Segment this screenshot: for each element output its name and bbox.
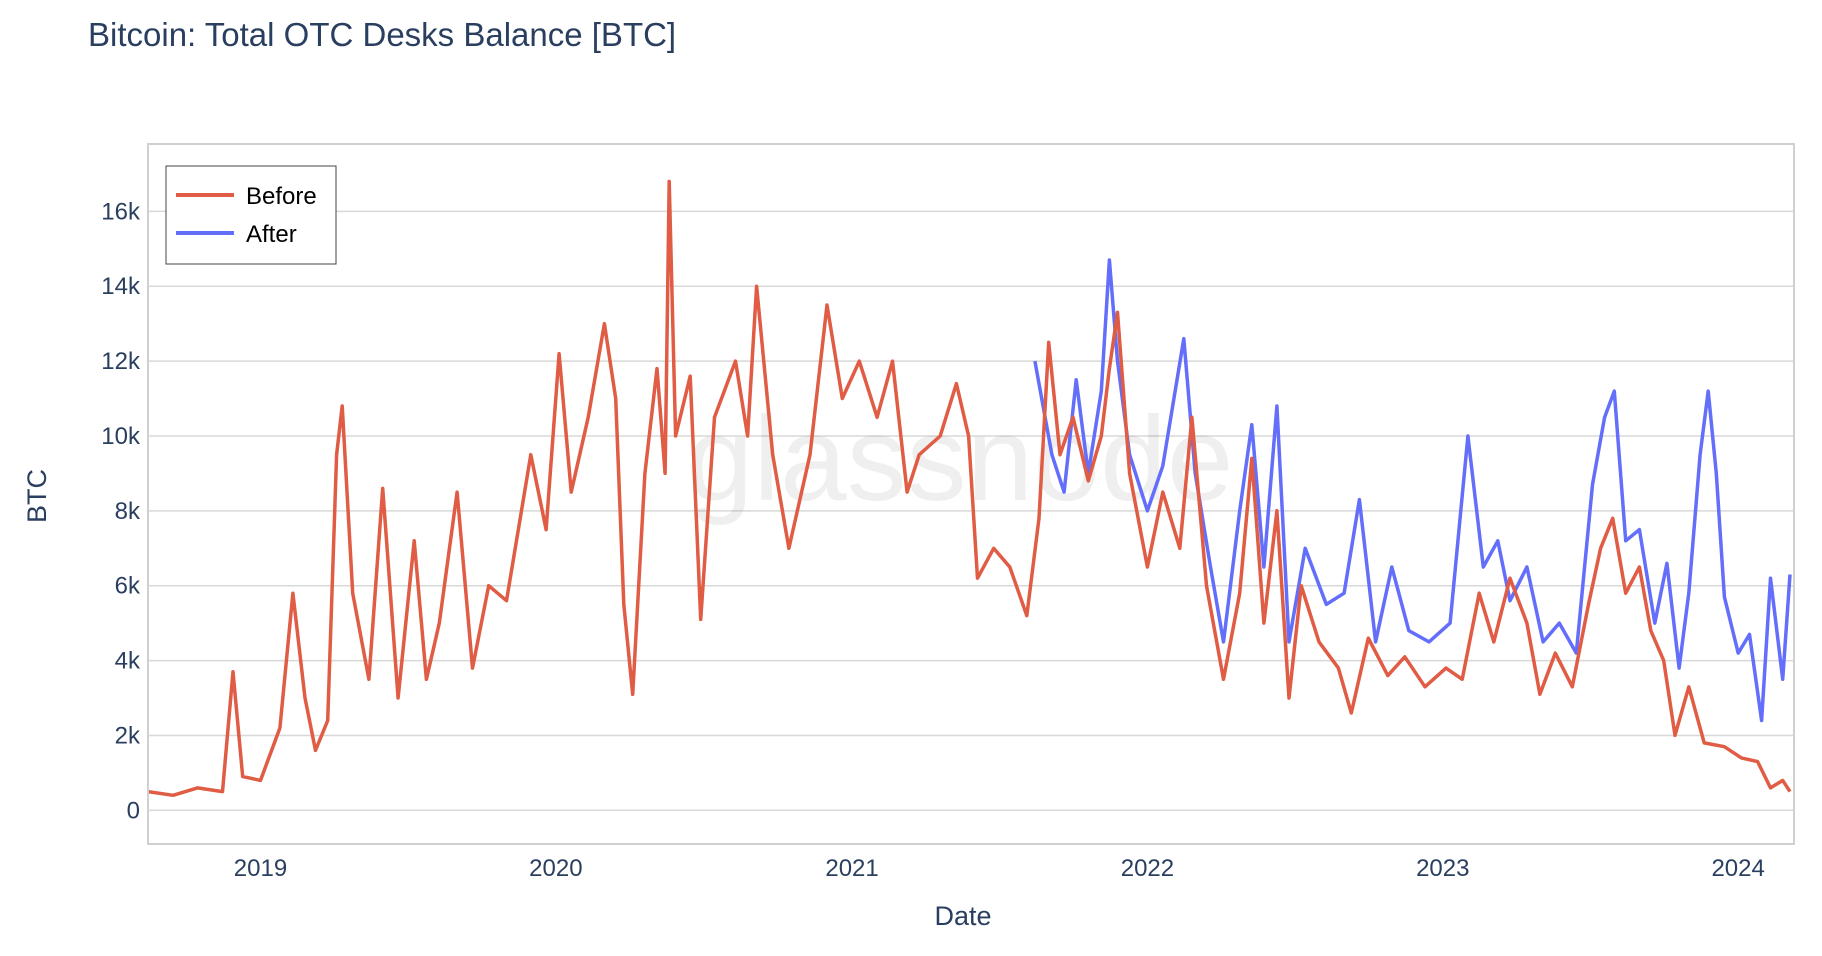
y-tick-label: 10k bbox=[101, 423, 141, 450]
legend[interactable]: Before After bbox=[165, 165, 337, 265]
y-tick-label: 6k bbox=[115, 573, 141, 600]
series-line-after bbox=[1033, 258, 1792, 723]
y-tick-label: 16k bbox=[101, 198, 141, 225]
y-tick-label: 14k bbox=[101, 273, 141, 300]
y-tick-label: 8k bbox=[115, 498, 141, 525]
x-axis-title: Date bbox=[934, 901, 991, 931]
series-line-before bbox=[147, 179, 1792, 798]
gridlines bbox=[148, 210, 1794, 812]
x-tick-label: 2020 bbox=[529, 855, 582, 882]
legend-box bbox=[165, 165, 337, 265]
x-tick-label: 2021 bbox=[825, 855, 878, 882]
watermark: glassnode bbox=[686, 392, 1233, 526]
y-tick-label: 12k bbox=[101, 348, 141, 375]
y-axis-title: BTC bbox=[22, 469, 52, 523]
plot-frame bbox=[147, 143, 1795, 845]
x-tick-label: 2022 bbox=[1121, 855, 1174, 882]
x-tick-label: 2024 bbox=[1711, 855, 1764, 882]
y-tick-label: 4k bbox=[115, 648, 141, 675]
y-tick-label: 0 bbox=[127, 797, 140, 824]
x-axis-ticks: 2019 2020 2021 2022 2023 2024 bbox=[234, 855, 1765, 882]
legend-label-after[interactable]: After bbox=[246, 221, 297, 248]
legend-label-before[interactable]: Before bbox=[246, 183, 317, 210]
series-lines bbox=[147, 179, 1792, 798]
x-tick-label: 2019 bbox=[234, 855, 287, 882]
x-tick-label: 2023 bbox=[1416, 855, 1469, 882]
y-tick-label: 2k bbox=[115, 722, 141, 749]
y-axis-ticks: 0 2k 4k 6k 8k 10k 12k 14k 16k bbox=[101, 198, 141, 824]
chart-title: Bitcoin: Total OTC Desks Balance [BTC] bbox=[88, 16, 677, 53]
